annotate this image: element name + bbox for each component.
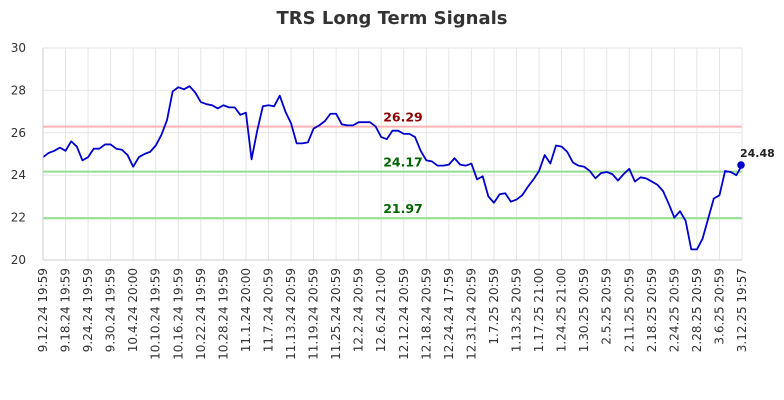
x-tick-label: 11.25.24 20:59 <box>329 268 343 360</box>
x-tick-label: 9.30.24 19:59 <box>104 268 118 352</box>
y-tick-label: 22 <box>11 211 26 225</box>
x-tick-label: 1.30.25 20:59 <box>577 268 591 352</box>
x-tick-label: 11.19.24 20:59 <box>307 268 321 360</box>
reference-line-label: 26.29 <box>383 110 423 125</box>
x-tick-label: 1.17.25 21:00 <box>532 268 546 352</box>
x-tick-label: 1.13.25 20:59 <box>510 268 524 352</box>
x-tick-label: 12.24.24 17:59 <box>442 268 456 360</box>
x-tick-label: 3.12.25 19:57 <box>735 268 749 352</box>
y-tick-label: 24 <box>11 168 26 182</box>
reference-lines-layer: 26.29 24.17 21.97 <box>43 110 742 220</box>
x-tick-label: 1.7.25 20:59 <box>487 268 501 345</box>
grid-layer <box>42 47 743 261</box>
x-tick-label: 3.6.25 20:59 <box>712 268 726 345</box>
x-tick-label: 2.5.25 20:59 <box>600 268 614 345</box>
x-tick-label: 10.4.24 20:00 <box>126 268 140 352</box>
y-tick-label: 20 <box>11 253 26 267</box>
x-tick-label: 10.22.24 19:59 <box>194 268 208 360</box>
x-tick-label: 12.18.24 20:59 <box>419 268 433 360</box>
x-tick-label: 10.10.24 19:59 <box>149 268 163 360</box>
y-tick-label: 28 <box>11 83 26 97</box>
x-tick-label: 12.2.24 20:59 <box>352 268 366 352</box>
x-tick-label: 2.11.25 20:59 <box>622 268 636 352</box>
y-tick-label: 30 <box>11 41 26 55</box>
x-tick-label: 10.16.24 19:59 <box>171 268 185 360</box>
reference-line-label: 24.17 <box>383 155 423 170</box>
x-tick-label: 9.24.24 19:59 <box>81 268 95 352</box>
x-tick-label: 11.7.24 20:59 <box>261 268 275 352</box>
x-tick-label: 11.1.24 20:00 <box>239 268 253 352</box>
x-tick-label: 9.12.24 19:59 <box>36 268 50 352</box>
x-tick-label: 2.28.25 20:59 <box>690 268 704 352</box>
x-tick-label: 9.18.24 19:59 <box>59 268 73 352</box>
series-layer: 24.48 <box>42 85 775 251</box>
last-value-label: 24.48 <box>740 147 775 160</box>
x-tick-label: 2.24.25 20:59 <box>667 268 681 352</box>
x-tick-label: 11.13.24 20:59 <box>284 268 298 360</box>
last-point-marker <box>737 161 745 169</box>
x-tick-label: 2.18.25 20:59 <box>645 268 659 352</box>
x-tick-label: 12.12.24 20:59 <box>397 268 411 360</box>
axis-layer: 20 22 24 26 28 30 9.12.24 19:59 9.18.24 19:59 9.… <box>11 41 749 360</box>
x-tick-label: 12.6.24 21:00 <box>374 268 388 352</box>
x-tick-label: 10.28.24 19:59 <box>216 268 230 360</box>
y-tick-label: 26 <box>11 126 26 140</box>
reference-line-label: 21.97 <box>383 201 423 216</box>
price-series-line <box>42 85 743 251</box>
chart-title: TRS Long Term Signals <box>276 8 508 29</box>
x-tick-label: 12.31.24 20:59 <box>464 268 478 360</box>
x-tick-label: 1.24.25 21:00 <box>555 268 569 352</box>
